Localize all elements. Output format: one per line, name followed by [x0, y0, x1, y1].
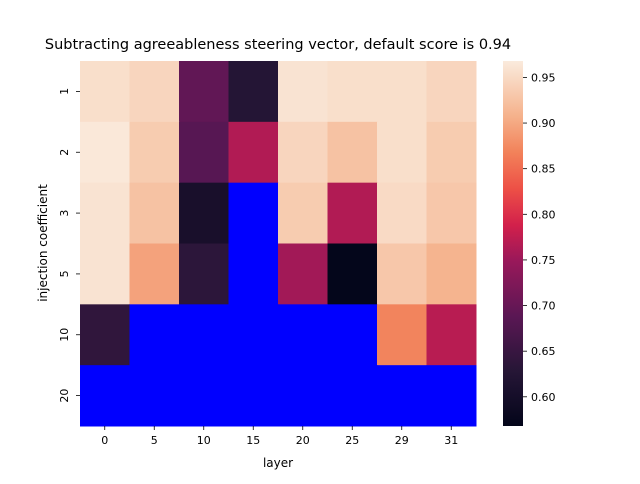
heatmap-cell-r0-c1	[129, 61, 180, 123]
heatmap-cell-r2-c7	[426, 182, 477, 244]
heatmap-cell-r4-c1	[129, 304, 180, 366]
heatmap-cell-r4-c6	[377, 304, 427, 366]
heatmap-cell-r2-c5	[327, 182, 378, 244]
x-tick-label: 25	[345, 434, 359, 447]
heatmap-cell-r5-c3	[228, 365, 279, 427]
heatmap-cell-r1-c5	[327, 121, 378, 184]
heatmap-cell-r5-c0	[80, 365, 130, 427]
heatmap-cell-r3-c7	[426, 243, 477, 305]
colorbar-tick-label: 0.80	[531, 208, 556, 221]
x-tick-label: 15	[246, 434, 260, 447]
heatmap-cell-r2-c1	[129, 182, 180, 244]
heatmap-cell-r3-c2	[179, 243, 229, 305]
heatmap-cell-r4-c7	[426, 304, 477, 366]
y-tick-label: 10	[58, 328, 71, 342]
heatmap-cell-r5-c1	[129, 365, 180, 427]
heatmap-cell-r3-c6	[377, 243, 427, 305]
x-axis-ticks: 0 5 10 15 20 25 29 31	[101, 426, 458, 447]
heatmap-cell-r5-c6	[377, 365, 427, 427]
heatmap-cell-r2-c0	[80, 182, 130, 244]
colorbar-tick-label: 0.60	[531, 391, 556, 404]
colorbar-tick-label: 0.90	[531, 117, 556, 130]
heatmap-cell-r2-c6	[377, 182, 427, 244]
y-tick-label: 1	[58, 88, 71, 95]
heatmap-cell-r2-c3	[228, 182, 279, 244]
x-tick-label: 20	[296, 434, 310, 447]
heatmap-cell-r0-c6	[377, 61, 427, 123]
heatmap-cell-r1-c2	[179, 121, 229, 184]
heatmap-cell-r3-c4	[278, 243, 328, 305]
heatmap-cell-r0-c2	[179, 61, 229, 123]
colorbar-tick-label: 0.85	[531, 163, 556, 176]
heatmap-cell-r0-c3	[228, 61, 279, 123]
heatmap-cell-r5-c4	[278, 365, 328, 427]
chart-title: Subtracting agreeableness steering vecto…	[45, 37, 511, 53]
heatmap-cell-r3-c0	[80, 243, 130, 305]
heatmap-cell-r1-c1	[129, 121, 180, 184]
heatmap-cell-r0-c4	[278, 61, 328, 123]
heatmap-cell-r1-c0	[80, 121, 130, 184]
heatmap-cell-r0-c7	[426, 61, 477, 123]
colorbar-tick-label: 0.70	[531, 300, 556, 313]
y-tick-label: 5	[58, 270, 71, 277]
y-axis-label: injection coefficient	[36, 184, 50, 302]
x-tick-label: 29	[395, 434, 409, 447]
colorbar-tick-label: 0.65	[531, 345, 556, 358]
heatmap-cell-r1-c4	[278, 121, 328, 184]
heatmap-cell-r0-c5	[327, 61, 378, 123]
colorbar-ticks: 0.60 0.65 0.70 0.75 0.80 0.85 0.90 0.95	[523, 71, 556, 404]
heatmap-cell-r4-c5	[327, 304, 378, 366]
colorbar-tick-label: 0.75	[531, 254, 556, 267]
heatmap-cell-r3-c1	[129, 243, 180, 305]
heatmap-cell-r5-c5	[327, 365, 378, 427]
colorbar	[503, 61, 523, 426]
x-tick-label: 0	[101, 434, 108, 447]
heatmap-cell-r1-c7	[426, 121, 477, 184]
heatmap-cell-r2-c2	[179, 182, 229, 244]
heatmap-cell-r4-c3	[228, 304, 279, 366]
y-tick-label: 2	[58, 149, 71, 156]
heatmap-cell-r4-c0	[80, 304, 130, 366]
colorbar-tick-label: 0.95	[531, 71, 556, 84]
heatmap-cell-r3-c5	[327, 243, 378, 305]
heatmap-cell-r1-c3	[228, 121, 279, 184]
y-axis-ticks: 1 2 3 5 10 20	[58, 88, 80, 403]
x-tick-label: 10	[197, 434, 211, 447]
x-tick-label: 5	[151, 434, 158, 447]
x-tick-label: 31	[444, 434, 458, 447]
heatmap-cell-r1-c6	[377, 121, 427, 184]
heatmap-cells	[80, 61, 477, 427]
heatmap-cell-r4-c2	[179, 304, 229, 366]
heatmap-cell-r5-c2	[179, 365, 229, 427]
heatmap-cell-r0-c0	[80, 61, 130, 123]
heatmap-cell-r4-c4	[278, 304, 328, 366]
x-axis-label: layer	[263, 456, 293, 470]
y-tick-label: 20	[58, 389, 71, 403]
heatmap-cell-r5-c7	[426, 365, 477, 427]
heatmap-cell-r2-c4	[278, 182, 328, 244]
heatmap-cell-r3-c3	[228, 243, 279, 305]
y-tick-label: 3	[58, 210, 71, 217]
